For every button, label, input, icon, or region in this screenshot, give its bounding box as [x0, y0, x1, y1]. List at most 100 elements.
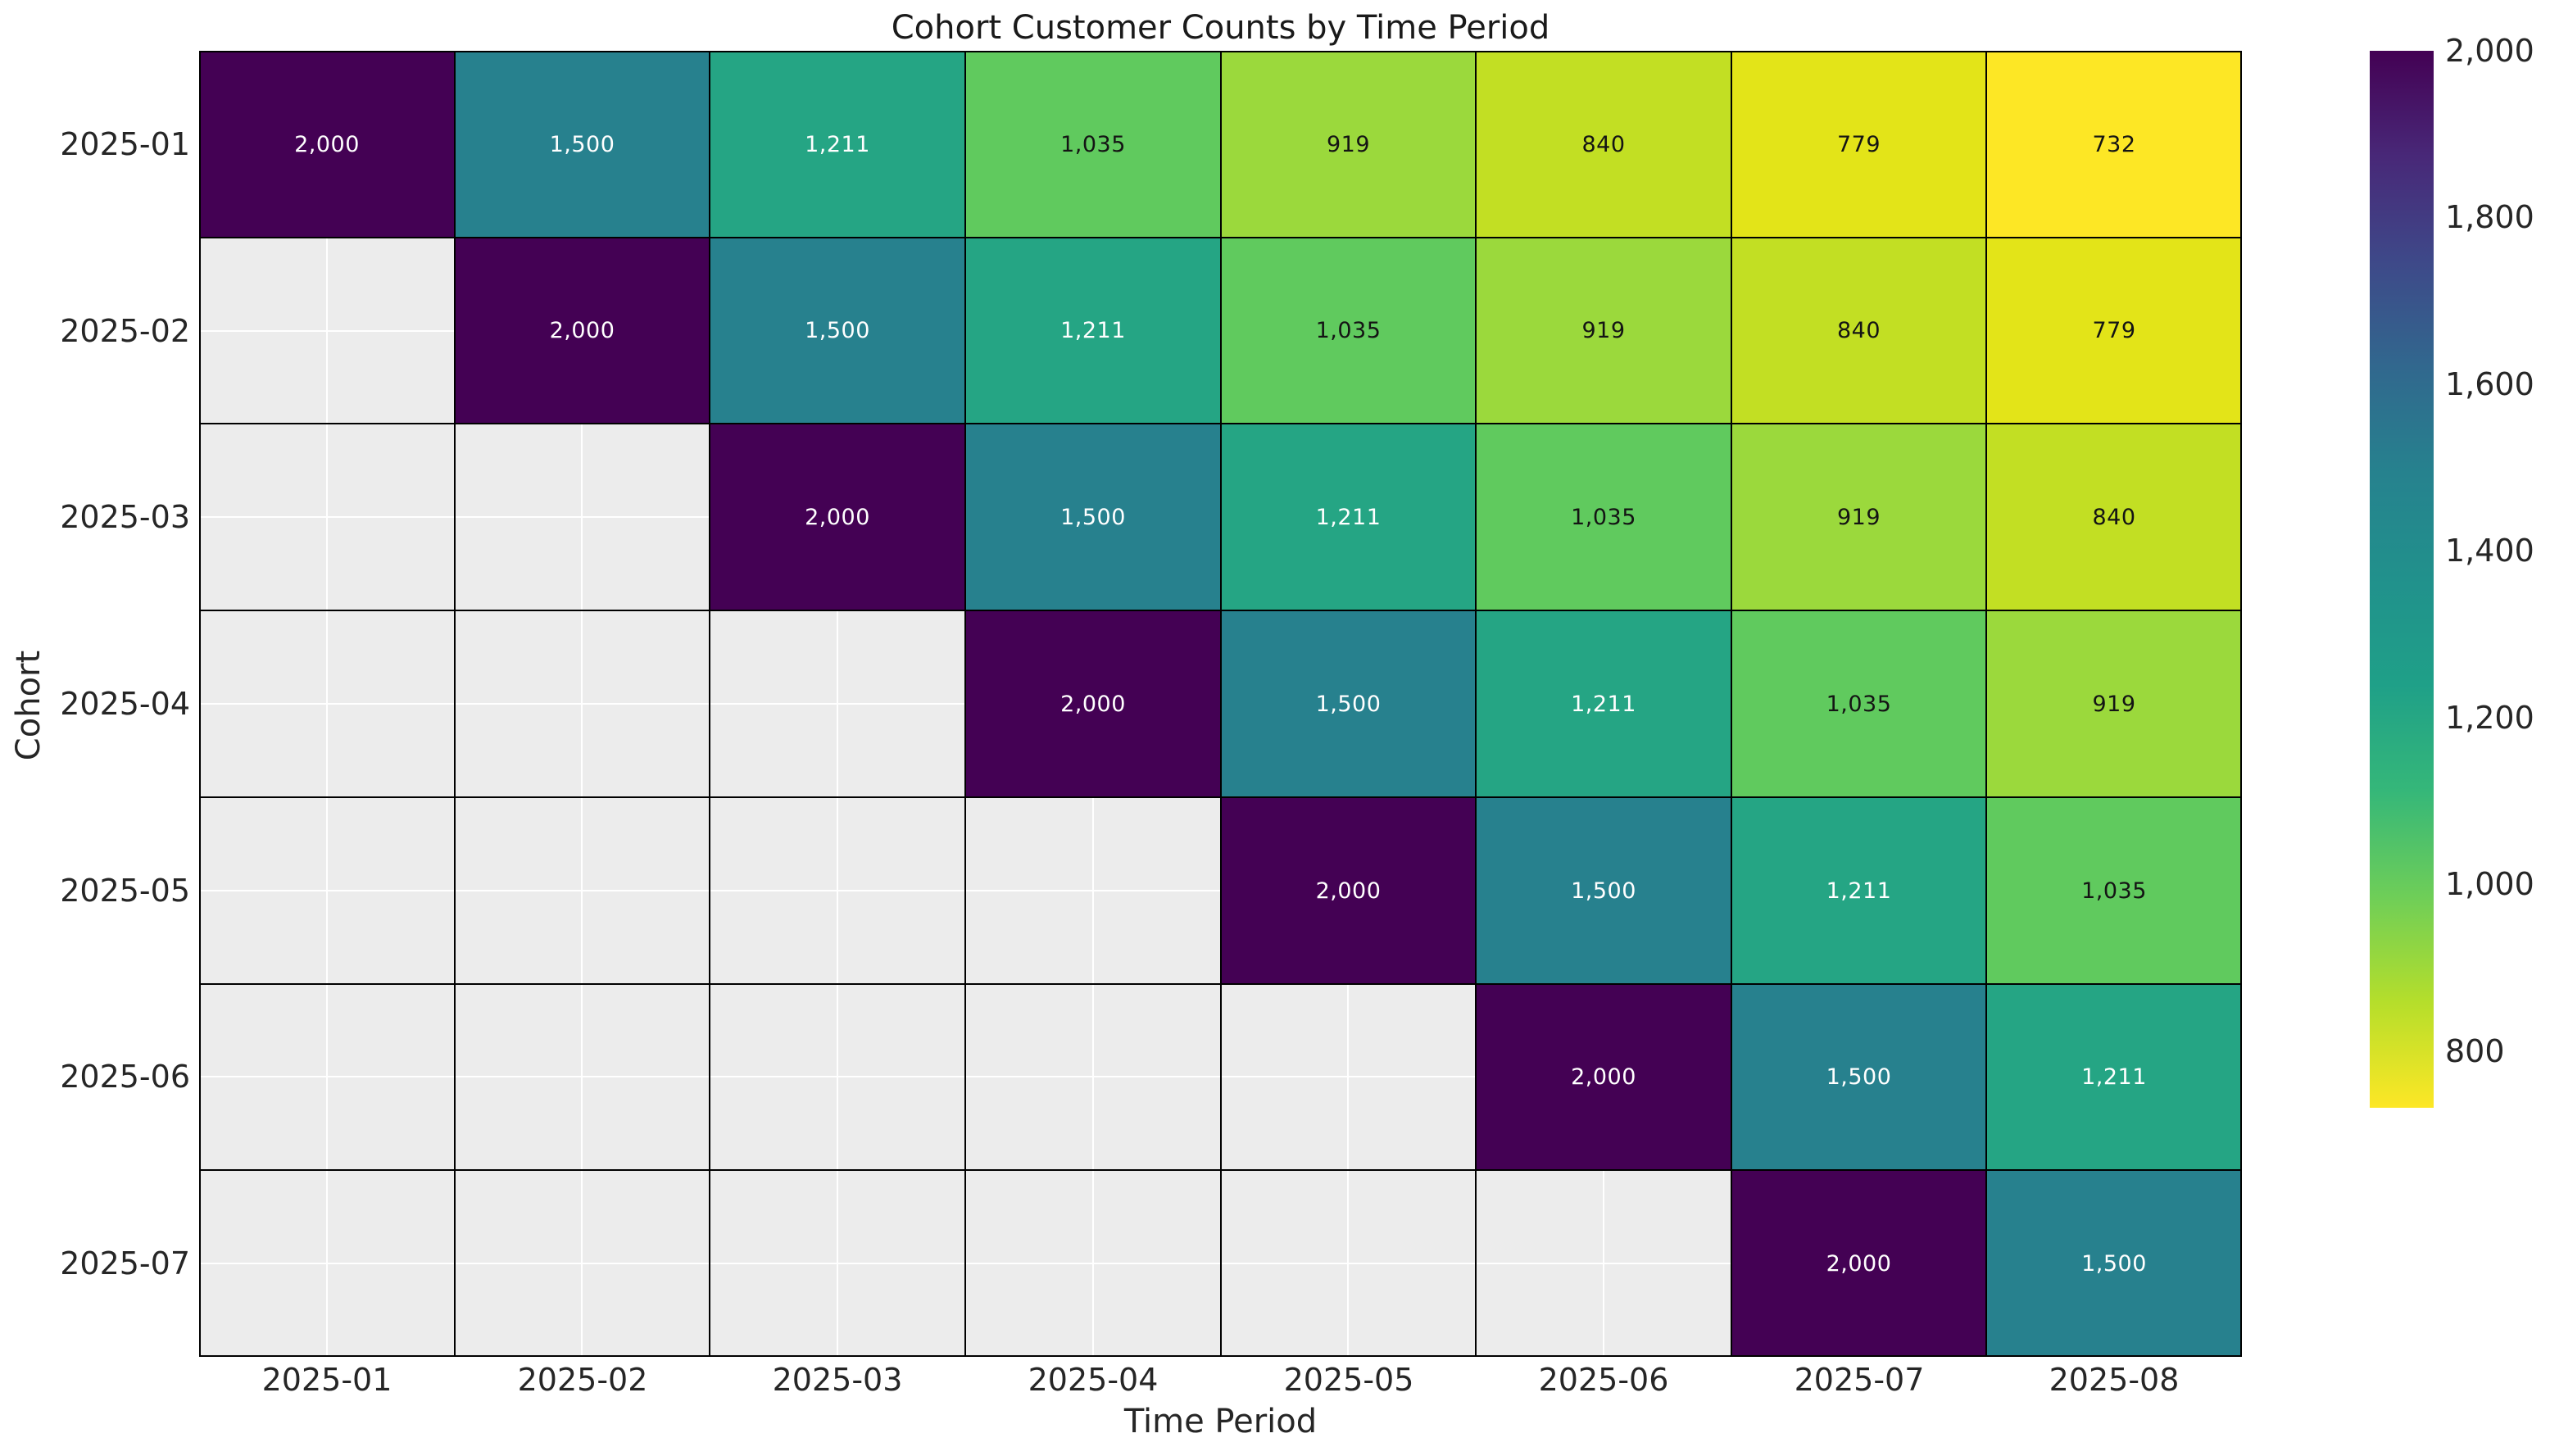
grid-line	[964, 51, 966, 1357]
colorbar-tick-label: 800	[2445, 1033, 2505, 1069]
cell-value: 919	[1581, 318, 1626, 343]
heatmap-cell: 1,035	[1476, 424, 1731, 610]
y-tick-label: 2025-02	[60, 313, 190, 349]
cell-value: 919	[1836, 504, 1881, 530]
grid-line	[199, 237, 2242, 238]
cell-value: 1,500	[1315, 691, 1382, 717]
grid-line	[199, 1355, 2242, 1357]
cell-value: 919	[1326, 131, 1371, 157]
cell-value: 1,500	[1826, 1064, 1892, 1090]
y-tick-label: 2025-05	[60, 873, 190, 909]
grid-line	[199, 51, 201, 1357]
x-tick-label: 2025-01	[261, 1362, 392, 1398]
heatmap-cell: 2,000	[710, 424, 965, 610]
heatmap-cell: 1,500	[1986, 1170, 2242, 1357]
cell-value: 919	[2092, 691, 2136, 717]
cell-value: 732	[2092, 131, 2136, 157]
colorbar-tick-label: 1,200	[2445, 700, 2534, 736]
cell-value: 779	[1836, 131, 1881, 157]
x-tick-label: 2025-08	[2049, 1362, 2180, 1398]
y-tick-label: 2025-06	[60, 1059, 190, 1095]
heatmap-cell: 2,000	[1731, 1170, 1986, 1357]
heatmap-cell: 779	[1731, 51, 1986, 238]
cell-value: 1,035	[1315, 318, 1382, 343]
cell-value: 1,211	[1060, 318, 1126, 343]
heatmap-cell: 779	[1986, 238, 2242, 424]
heatmap-cell: 2,000	[455, 238, 710, 424]
grid-line	[199, 423, 2242, 424]
heatmap-cell: 919	[1476, 238, 1731, 424]
cell-value: 2,000	[549, 318, 615, 343]
grid-line	[1985, 51, 1987, 1357]
heatmap-cell: 1,211	[965, 238, 1221, 424]
cell-value: 1,211	[1571, 691, 1636, 717]
heatmap-cell: 1,211	[1731, 797, 1986, 984]
x-tick-label: 2025-05	[1283, 1362, 1414, 1398]
cell-value: 1,500	[2081, 1250, 2147, 1277]
y-tick-label: 2025-04	[60, 686, 190, 722]
cell-value: 1,211	[1315, 504, 1382, 530]
chart-title: Cohort Customer Counts by Time Period	[891, 9, 1550, 47]
heatmap-cell: 2,000	[965, 610, 1221, 797]
cell-value: 1,211	[1826, 878, 1892, 904]
heatmap-cell: 919	[1221, 51, 1476, 238]
colorbar-tick-label: 1,400	[2445, 533, 2534, 569]
grid-line	[1475, 51, 1477, 1357]
colorbar-tick-label: 1,800	[2445, 199, 2534, 235]
heatmap-cell: 1,035	[1221, 238, 1476, 424]
cell-value: 779	[2092, 318, 2136, 343]
cell-value: 1,035	[1826, 691, 1892, 717]
x-tick-label: 2025-07	[1794, 1362, 1925, 1398]
cell-value: 1,035	[1571, 504, 1636, 530]
grid-line	[709, 51, 710, 1357]
cell-value: 1,500	[549, 131, 615, 157]
grid-line	[199, 610, 2242, 611]
heatmap-cell: 2,000	[199, 51, 455, 238]
heatmap-cell: 732	[1986, 51, 2242, 238]
heatmap-cell: 919	[1986, 610, 2242, 797]
cell-value: 840	[1581, 131, 1626, 157]
grid-line	[199, 1169, 2242, 1171]
heatmap-cell: 840	[1731, 238, 1986, 424]
heatmap-cell: 1,500	[965, 424, 1221, 610]
grid-line	[199, 51, 2242, 52]
heatmap-cell: 919	[1731, 424, 1986, 610]
x-tick-label: 2025-04	[1028, 1362, 1159, 1398]
cell-value: 2,000	[1571, 1064, 1636, 1090]
grid-line	[1220, 51, 1222, 1357]
cell-value: 2,000	[1315, 878, 1382, 904]
heatmap-cell: 1,035	[1731, 610, 1986, 797]
colorbar-tick-label: 1,600	[2445, 366, 2534, 402]
cell-value: 1,211	[805, 131, 870, 157]
heatmap-cell: 840	[1476, 51, 1731, 238]
grid-line	[2240, 51, 2242, 1357]
cell-value: 2,000	[294, 131, 360, 157]
heatmap-cell: 1,500	[1221, 610, 1476, 797]
heatmap-cell: 1,035	[965, 51, 1221, 238]
x-tick-label: 2025-06	[1538, 1362, 1669, 1398]
cell-value: 1,211	[2081, 1064, 2147, 1090]
heatmap-cell: 1,500	[1731, 984, 1986, 1170]
heatmap-cell: 1,500	[455, 51, 710, 238]
cell-value: 840	[2092, 504, 2136, 530]
heatmap-grid: 2,000 1,500 1,211 1,035 919 840 779 732 2,000 1,5…	[199, 51, 2242, 1357]
cell-value: 1,500	[1571, 878, 1636, 904]
heatmap-cell: 840	[1986, 424, 2242, 610]
colorbar-tick-label: 1,000	[2445, 866, 2534, 902]
heatmap-cell: 2,000	[1476, 984, 1731, 1170]
y-tick-label: 2025-01	[60, 126, 190, 162]
y-tick-label: 2025-03	[60, 499, 190, 535]
cell-value: 840	[1836, 318, 1881, 343]
heatmap-cell: 1,211	[1221, 424, 1476, 610]
colorbar-gradient	[2370, 51, 2434, 1108]
heatmap-cell: 1,211	[710, 51, 965, 238]
cell-value: 2,000	[1826, 1250, 1892, 1277]
grid-line	[1731, 51, 1732, 1357]
x-axis-label: Time Period	[1123, 1403, 1318, 1440]
grid-line	[199, 983, 2242, 985]
heatmap-cell: 1,035	[1986, 797, 2242, 984]
cell-value: 2,000	[1060, 691, 1126, 717]
x-tick-label: 2025-02	[517, 1362, 648, 1398]
cell-value: 1,500	[805, 318, 870, 343]
